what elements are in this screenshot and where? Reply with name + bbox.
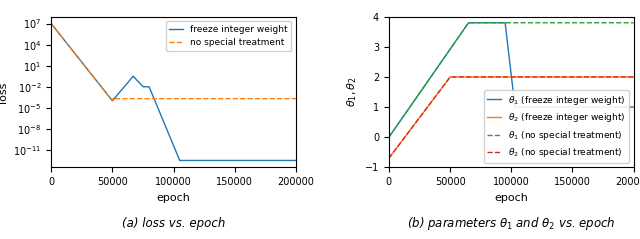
$\theta_1$ (freeze integer weight) <box>532 106 540 109</box>
$\theta_1$ (freeze integer weight) <box>586 106 594 109</box>
no special treatment <box>248 97 256 100</box>
$\theta_2$ (freeze integer weight) <box>532 76 540 78</box>
Y-axis label: loss: loss <box>0 81 8 103</box>
$\theta_1$ (no special treatment) <box>586 21 594 24</box>
Legend: $\theta_1$ (freeze integer weight), $\theta_2$ (freeze integer weight), $\theta_: $\theta_1$ (freeze integer weight), $\th… <box>484 90 629 163</box>
no special treatment <box>230 97 237 100</box>
no special treatment <box>194 97 202 100</box>
$\theta_2$ (freeze integer weight) <box>544 76 552 78</box>
no special treatment <box>47 22 55 25</box>
$\theta_2$ (no special treatment) <box>446 76 454 78</box>
freeze integer weight <box>47 22 55 25</box>
$\theta_2$ (freeze integer weight) <box>385 157 393 160</box>
$\theta_1$ (no special treatment) <box>630 21 637 24</box>
freeze integer weight <box>141 85 148 88</box>
$\theta_1$ (no special treatment) <box>568 21 575 24</box>
Line: $\theta_1$ (no special treatment): $\theta_1$ (no special treatment) <box>389 23 634 137</box>
Y-axis label: $\theta_1, \theta_2$: $\theta_1, \theta_2$ <box>346 77 360 107</box>
$\theta_1$ (no special treatment) <box>465 21 472 24</box>
Line: $\theta_1$ (freeze integer weight): $\theta_1$ (freeze integer weight) <box>389 23 634 137</box>
$\theta_1$ (freeze integer weight) <box>465 21 472 24</box>
Legend: freeze integer weight, no special treatment: freeze integer weight, no special treatm… <box>166 21 291 51</box>
Line: freeze integer weight: freeze integer weight <box>51 24 296 160</box>
$\theta_1$ (freeze integer weight) <box>544 106 552 109</box>
Line: no special treatment: no special treatment <box>51 24 296 101</box>
Line: $\theta_2$ (freeze integer weight): $\theta_2$ (freeze integer weight) <box>389 77 634 158</box>
freeze integer weight <box>176 159 184 162</box>
$\theta_2$ (no special treatment) <box>429 98 437 101</box>
$\theta_2$ (freeze integer weight) <box>479 76 486 78</box>
freeze integer weight <box>194 159 202 162</box>
$\theta_2$ (no special treatment) <box>532 76 540 78</box>
$\theta_1$ (freeze integer weight) <box>630 106 637 109</box>
$\theta_2$ (no special treatment) <box>385 157 393 160</box>
$\theta_2$ (freeze integer weight) <box>568 76 575 78</box>
no special treatment <box>292 97 300 100</box>
$\theta_1$ (freeze integer weight) <box>429 72 437 75</box>
$\theta_1$ (freeze integer weight) <box>385 136 393 139</box>
$\theta_2$ (freeze integer weight) <box>429 98 437 101</box>
$\theta_2$ (freeze integer weight) <box>630 76 637 78</box>
freeze integer weight <box>230 159 237 162</box>
$\theta_2$ (no special treatment) <box>568 76 575 78</box>
no special treatment <box>109 99 116 102</box>
$\theta_1$ (no special treatment) <box>532 21 540 24</box>
Title: (b) parameters $\theta_1$ and $\theta_2$ vs. epoch: (b) parameters $\theta_1$ and $\theta_2$… <box>407 215 616 232</box>
$\theta_1$ (freeze integer weight) <box>568 106 575 109</box>
$\theta_2$ (freeze integer weight) <box>446 76 454 78</box>
no special treatment <box>207 97 214 100</box>
$\theta_2$ (freeze integer weight) <box>586 76 594 78</box>
freeze integer weight <box>92 78 99 81</box>
$\theta_1$ (freeze integer weight) <box>479 21 486 24</box>
$\theta_1$ (no special treatment) <box>544 21 552 24</box>
$\theta_1$ (no special treatment) <box>479 21 486 24</box>
Line: $\theta_2$ (no special treatment): $\theta_2$ (no special treatment) <box>389 77 634 158</box>
freeze integer weight <box>207 159 214 162</box>
$\theta_1$ (no special treatment) <box>429 72 437 75</box>
$\theta_1$ (no special treatment) <box>385 136 393 139</box>
no special treatment <box>92 78 99 81</box>
freeze integer weight <box>248 159 256 162</box>
$\theta_2$ (no special treatment) <box>630 76 637 78</box>
freeze integer weight <box>292 159 300 162</box>
$\theta_2$ (no special treatment) <box>479 76 486 78</box>
X-axis label: epoch: epoch <box>494 193 528 203</box>
$\theta_2$ (no special treatment) <box>586 76 594 78</box>
Title: (a) loss vs. epoch: (a) loss vs. epoch <box>122 217 225 230</box>
no special treatment <box>141 97 148 100</box>
$\theta_2$ (no special treatment) <box>544 76 552 78</box>
X-axis label: epoch: epoch <box>157 193 191 203</box>
